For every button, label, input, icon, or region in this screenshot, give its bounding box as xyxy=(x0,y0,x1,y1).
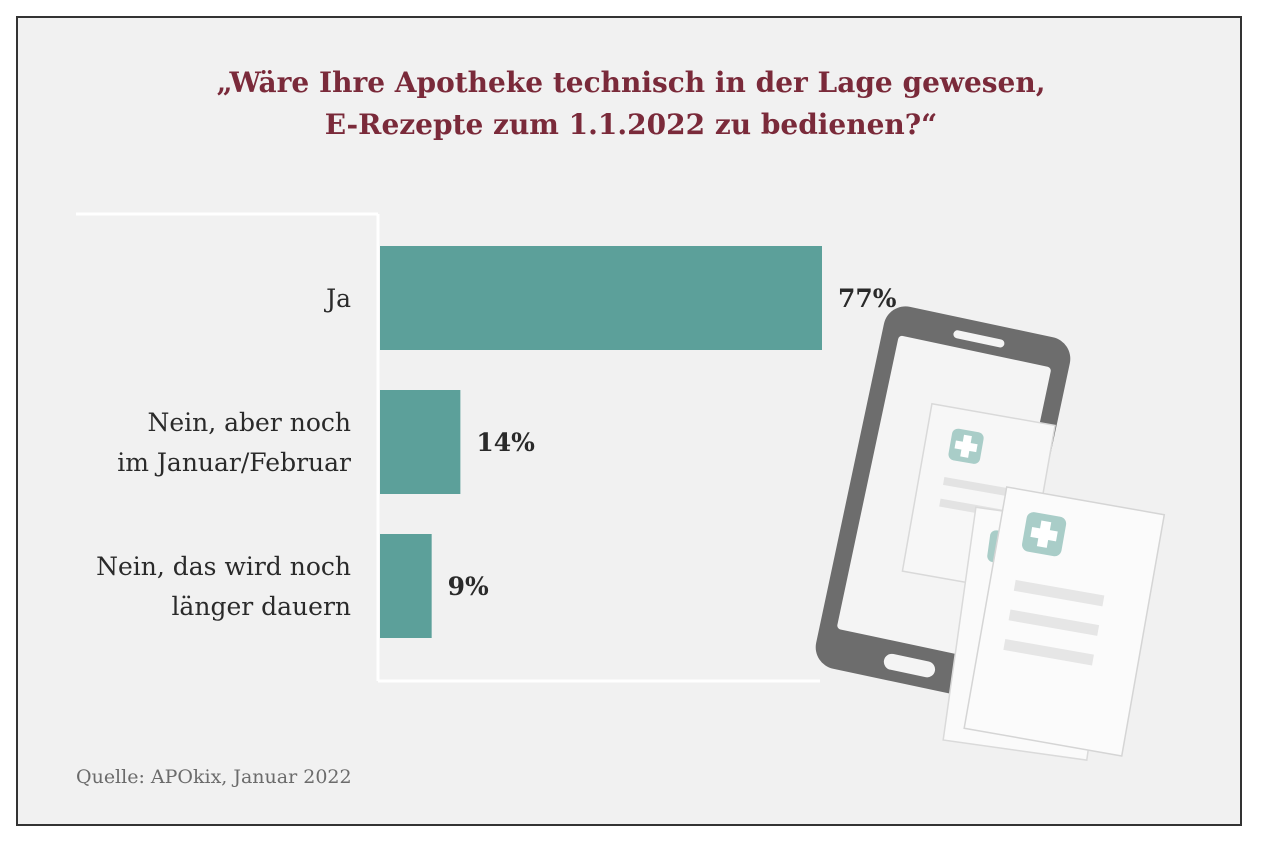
bar xyxy=(380,246,822,350)
bar xyxy=(380,534,432,638)
category-label: länger dauern xyxy=(171,592,351,621)
smartphone-illustration xyxy=(815,306,1166,761)
chart-card: „Wäre Ihre Apotheke technisch in der Lag… xyxy=(16,16,1242,826)
chart-title-line-2: E-Rezepte zum 1.1.2022 zu bedienen?“ xyxy=(324,108,938,141)
chart-title-line-1: „Wäre Ihre Apotheke technisch in der Lag… xyxy=(216,66,1046,99)
category-label: Ja xyxy=(323,284,351,313)
bar xyxy=(380,390,461,494)
bar-chart: 77% Ja 14% Nein, aber noch im Januar/Februar… xyxy=(76,212,897,683)
prescription-document-icon xyxy=(963,486,1166,757)
category-label: Nein, das wird noch xyxy=(96,552,351,581)
category-label: im Januar/Februar xyxy=(117,448,351,477)
data-label: 14% xyxy=(476,428,535,457)
data-label: 9% xyxy=(448,572,489,601)
source-note: Quelle: APOkix, Januar 2022 xyxy=(76,766,352,788)
category-label: Nein, aber noch xyxy=(147,408,351,437)
data-label: 77% xyxy=(838,284,897,313)
